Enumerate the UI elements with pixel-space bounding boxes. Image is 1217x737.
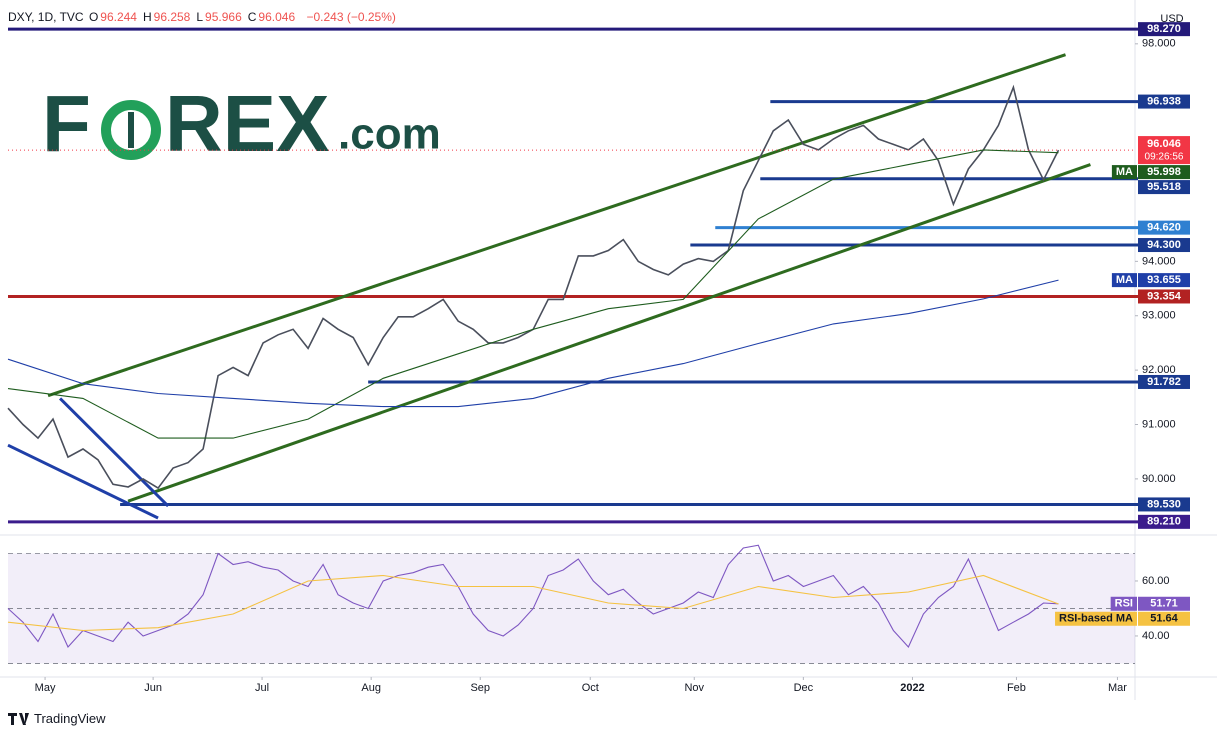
level-label-box xyxy=(1138,514,1190,529)
level-label-box xyxy=(1138,289,1190,304)
pane xyxy=(7,27,1138,524)
x-tick-label: Mar xyxy=(1108,682,1127,694)
indicator-tag: MA xyxy=(1116,274,1133,286)
y-tick-label: 92.000 xyxy=(1142,364,1176,376)
indicator-line xyxy=(7,279,1059,408)
logo-text: REX xyxy=(165,79,330,168)
y-tick-label: 93.000 xyxy=(1142,310,1176,322)
footer: TradingView xyxy=(8,711,106,726)
x-tick-label: May xyxy=(35,682,56,694)
x-tick-label: 2022 xyxy=(900,682,924,694)
level-label-box xyxy=(1138,22,1190,37)
indicator-tag-box xyxy=(1055,611,1137,626)
currency: USD xyxy=(1160,13,1183,25)
y-tick-label: 60.00 xyxy=(1142,575,1170,587)
ohlc-key: C xyxy=(247,10,257,24)
logo-text: .com xyxy=(338,110,441,159)
price-line xyxy=(7,544,1059,648)
logo-text: F xyxy=(42,79,91,168)
indicator-line xyxy=(7,149,1059,439)
change: −0.243 (−0.25%) xyxy=(306,10,396,24)
level-label: 95.518 xyxy=(1147,181,1181,193)
trend-line xyxy=(127,163,1091,503)
level-label: 93.354 xyxy=(1147,290,1182,302)
ohlc-key: H xyxy=(142,10,152,24)
ohlc-key: L xyxy=(196,10,204,24)
indicator-tag: MA xyxy=(1116,166,1133,178)
x-tick-label: Aug xyxy=(361,682,381,694)
indicator-value: 51.71 xyxy=(1150,598,1178,610)
ohlc-value: 96.244 xyxy=(100,10,137,24)
trend-line xyxy=(7,443,159,520)
indicator-value-box xyxy=(1138,611,1190,626)
ohlc: O 96.244 H 96.258 L 95.966 C 96.046 xyxy=(89,10,301,24)
level-label-box xyxy=(1138,180,1190,195)
level-label-box xyxy=(1138,497,1190,512)
trend-line xyxy=(59,397,170,508)
level-label-box xyxy=(1138,94,1190,109)
x-tick-label: Sep xyxy=(470,682,490,694)
y-tick-label: 90.000 xyxy=(1142,473,1176,485)
pane xyxy=(7,544,1135,664)
level-label: 96.938 xyxy=(1147,95,1181,107)
indicator-value-box xyxy=(1138,165,1190,180)
last-price-box xyxy=(1138,136,1190,165)
countdown: 09:26:56 xyxy=(1145,152,1184,163)
indicator-line xyxy=(7,574,1059,632)
footer-text: TradingView xyxy=(34,711,106,726)
indicator-value: 51.64 xyxy=(1150,613,1178,625)
indicator-tag-box xyxy=(1111,165,1137,180)
tv-logo xyxy=(8,712,29,725)
y-tick-label: 94.000 xyxy=(1142,255,1176,267)
ohlc-key: O xyxy=(88,10,99,24)
level-label: 91.782 xyxy=(1147,376,1181,388)
ohlc-value: 96.258 xyxy=(153,10,191,24)
header: DXY, 1D, TVC O 96.244 H 96.258 L 95.966 C 96.04… xyxy=(8,10,402,24)
indicator-value: 93.655 xyxy=(1147,274,1181,286)
indicator-value-box xyxy=(1138,273,1190,288)
x-tick-label: Oct xyxy=(582,682,599,694)
ohlc-value: 96.046 xyxy=(258,10,296,24)
level-label: 94.620 xyxy=(1147,222,1181,234)
y-tick-label: 91.000 xyxy=(1142,418,1176,430)
level-label-box xyxy=(1138,374,1190,389)
indicator-tag-box xyxy=(1110,596,1137,611)
logo-icon xyxy=(101,100,161,160)
indicator-value: 95.998 xyxy=(1147,166,1181,178)
level-label: 94.300 xyxy=(1147,239,1181,251)
trend-line xyxy=(47,53,1066,398)
level-label-box xyxy=(1138,220,1190,235)
y-tick-label: 40.00 xyxy=(1142,630,1170,642)
level-label: 89.210 xyxy=(1147,516,1181,528)
x-tick-label: Jun xyxy=(144,682,162,694)
indicator-tag: RSI-based MA xyxy=(1059,613,1133,625)
x-tick-label: Feb xyxy=(1007,682,1026,694)
y-tick-label: 98.000 xyxy=(1142,38,1176,50)
indicator-tag: RSI xyxy=(1115,598,1133,610)
symbol: DXY, 1D, TVC xyxy=(8,10,84,24)
logo: F REX .com xyxy=(42,79,441,168)
last-price: 96.046 xyxy=(1147,138,1181,150)
ohlc-value: 95.966 xyxy=(205,10,242,24)
indicator-tag-box xyxy=(1111,273,1137,288)
x-tick-label: Nov xyxy=(684,682,704,694)
level-label: 89.530 xyxy=(1147,498,1181,510)
level-label: 98.270 xyxy=(1147,23,1181,35)
x-tick-label: Dec xyxy=(794,682,814,694)
indicator-value-box xyxy=(1138,596,1190,611)
x-tick-label: Jul xyxy=(255,682,269,694)
level-label-box xyxy=(1138,238,1190,253)
